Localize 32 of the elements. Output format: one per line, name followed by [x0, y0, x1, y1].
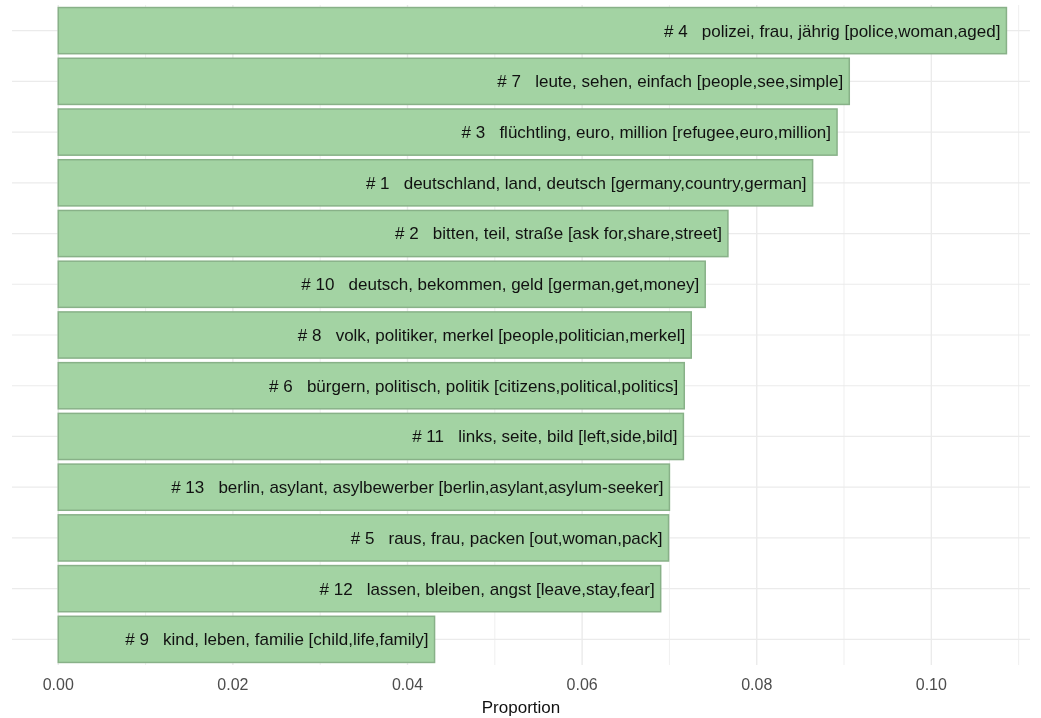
bar — [57, 108, 838, 156]
x-tick-label: 0.00 — [42, 676, 74, 693]
x-tick-label: 0.10 — [915, 676, 948, 693]
bar — [57, 564, 662, 613]
bar — [57, 463, 671, 512]
bar — [57, 260, 706, 309]
bar — [57, 158, 814, 207]
y-tick-label: # 10 deutsch, bekommen, geld [german,get,money] — [301, 275, 700, 295]
y-tick-label: # 3 flüchtling, euro, million [refugee,euro,million] — [461, 123, 832, 143]
x-tick-label: 0.06 — [566, 676, 598, 693]
y-tick-label: # 4 polizei, frau, jährig [police,woman,aged] — [664, 21, 1001, 41]
bar — [57, 311, 692, 359]
bar — [57, 514, 670, 562]
y-tick-label: # 5 raus, frau, packen [out,woman,pack] — [350, 528, 663, 548]
y-tick-label: # 8 volk, politiker, merkel [people,politician,merkel] — [297, 325, 686, 345]
y-tick-label: # 9 kind, leben, familie [child,life,family] — [125, 630, 429, 650]
bar — [57, 412, 685, 461]
bar — [57, 57, 851, 106]
x-tick-label: 0.02 — [217, 676, 249, 693]
x-axis-title: Proportion — [481, 698, 561, 717]
y-tick-label: # 1 deutschland, land, deutsch [germany,country,german] — [365, 173, 807, 193]
bar — [57, 6, 1008, 55]
y-tick-label: # 11 links, seite, bild [left,side,bild] — [412, 427, 678, 447]
y-tick-label: # 13 berlin, asylant, asylbewerber [berlin,asylant,asylum-seeker] — [171, 478, 664, 498]
x-tick-label: 0.04 — [391, 676, 424, 693]
y-tick-label: # 12 lassen, bleiben, angst [leave,stay,fear] — [319, 579, 655, 599]
bar — [57, 209, 729, 258]
y-tick-label: # 7 leute, sehen, einfach [people,see,simple] — [497, 72, 844, 92]
y-tick-label: # 2 bitten, teil, straße [ask for,share,street] — [394, 224, 722, 244]
y-tick-label: # 6 bürgern, politisch, politik [citizens,political,politics] — [269, 376, 679, 396]
x-tick-label: 0.08 — [741, 676, 773, 693]
bar — [57, 361, 686, 410]
